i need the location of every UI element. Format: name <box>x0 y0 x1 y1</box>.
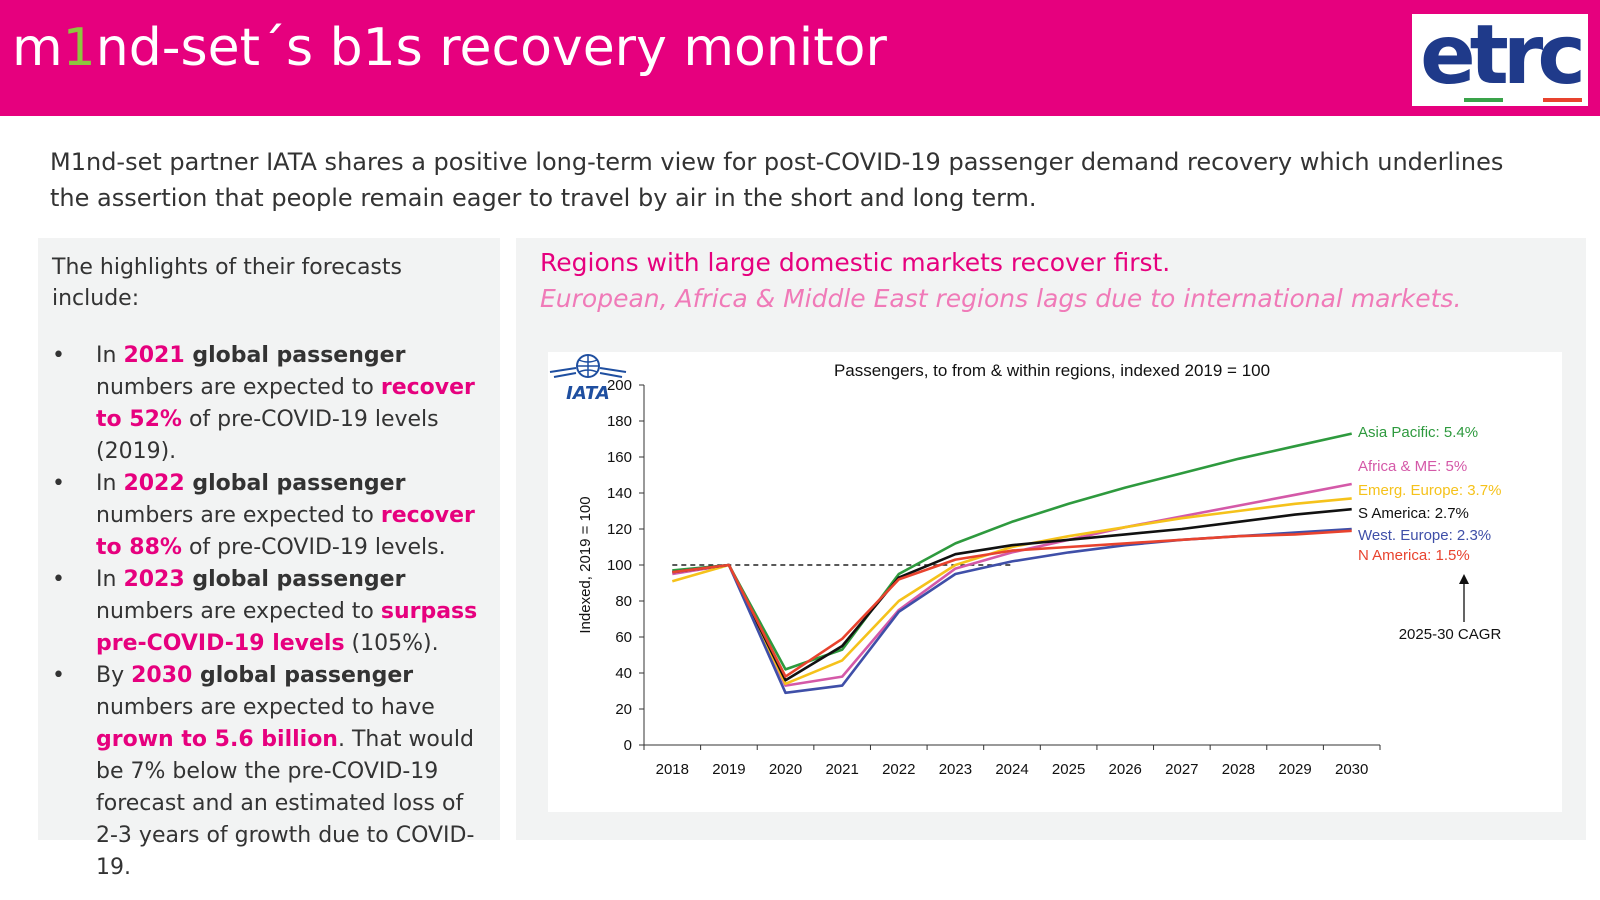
x-tick-label: 2028 <box>1222 761 1255 778</box>
x-tick-label: 2024 <box>995 761 1028 778</box>
highlight-text: global passenger <box>192 663 414 688</box>
legend-label: Emerg. Europe: 3.7% <box>1358 482 1501 499</box>
y-tick-label: 140 <box>607 485 632 502</box>
series-line <box>672 529 1352 678</box>
series-line <box>672 482 1352 687</box>
annotation-arrowhead <box>1459 574 1469 584</box>
x-tick-label: 2022 <box>882 761 915 778</box>
highlight-text: numbers are expected to <box>96 503 381 528</box>
series-line <box>672 507 1352 682</box>
highlight-item: • In 2023 global passenger numbers are ex… <box>52 564 492 660</box>
highlights-list: • In 2021 global passenger numbers are ex… <box>52 340 492 884</box>
highlight-text: grown to 5.6 billion <box>96 727 338 752</box>
intro-paragraph: M1nd-set partner IATA shares a positive … <box>50 148 1504 212</box>
highlight-item: • In 2022 global passenger numbers are ex… <box>52 468 492 564</box>
etrc-logo: etrc <box>1412 8 1588 106</box>
highlight-item: • By 2030 global passenger numbers are ex… <box>52 660 492 884</box>
highlight-text: In <box>96 343 124 368</box>
highlight-text: recover to 88% <box>96 503 475 560</box>
legend-label: S America: 2.7% <box>1358 505 1469 522</box>
highlight-text: 2022 <box>123 471 185 496</box>
legend-label: N America: 1.5% <box>1358 547 1470 564</box>
x-tick-label: 2021 <box>825 761 858 778</box>
y-tick-label: 200 <box>607 377 632 394</box>
cagr-annotation: 2025-30 CAGR <box>1399 626 1502 643</box>
header-banner: m1nd-set´s b1s recovery monitor etrc <box>0 0 1600 116</box>
x-tick-label: 2026 <box>1109 761 1142 778</box>
chart-title: Passengers, to from & within regions, in… <box>834 361 1270 380</box>
y-tick-label: 60 <box>615 629 632 646</box>
highlight-text: numbers are expected to <box>96 375 381 400</box>
x-tick-label: 2023 <box>939 761 972 778</box>
page-title: m1nd-set´s b1s recovery monitor <box>12 18 887 78</box>
iata-logo: IATA <box>549 354 627 404</box>
highlight-text: 2030 <box>131 663 193 688</box>
x-tick-label: 2027 <box>1165 761 1198 778</box>
series-line <box>672 432 1352 671</box>
logo-stripe <box>1464 98 1582 102</box>
y-tick-label: 20 <box>615 701 632 718</box>
highlight-text: global passenger <box>184 343 406 368</box>
x-tick-label: 2029 <box>1278 761 1311 778</box>
bullet-dot: • <box>52 567 65 592</box>
highlight-text: of pre-COVID-19 levels (2019). <box>96 407 439 464</box>
highlight-text: In <box>96 471 124 496</box>
legend-label: Asia Pacific: 5.4% <box>1358 424 1478 441</box>
highlights-panel: The highlights of their forecasts includ… <box>38 238 500 880</box>
highlight-text: numbers are expected to have <box>96 695 435 720</box>
highlight-text: By <box>96 663 132 688</box>
chart-panel: Regions with large domestic markets reco… <box>516 238 1586 840</box>
highlight-item: • In 2021 global passenger numbers are ex… <box>52 340 492 468</box>
logo-text: etrc <box>1420 8 1586 103</box>
highlight-text: global passenger <box>184 567 406 592</box>
highlight-text: numbers are expected to <box>96 599 381 624</box>
bullet-dot: • <box>52 471 65 496</box>
y-tick-label: 100 <box>607 557 632 574</box>
y-tick-label: 80 <box>615 593 632 610</box>
x-tick-label: 2030 <box>1335 761 1368 778</box>
y-tick-label: 180 <box>607 413 632 430</box>
highlight-text: In <box>96 567 124 592</box>
series-line <box>671 497 1352 686</box>
x-tick-label: 2018 <box>656 761 689 778</box>
x-tick-label: 2020 <box>769 761 802 778</box>
chart-area: Passengers, to from & within regions, in… <box>548 352 1562 812</box>
bullet-dot: • <box>52 663 65 688</box>
chart-panel-subtitle: European, Africa & Middle East regions l… <box>540 284 1462 313</box>
highlight-text: of pre-COVID-19 levels. <box>181 535 446 560</box>
highlight-text: global passenger <box>184 471 406 496</box>
y-axis-label: Indexed, 2019 = 100 <box>577 496 594 633</box>
highlight-text: 2021 <box>123 343 185 368</box>
highlight-text: (105%). <box>344 631 439 656</box>
y-tick-label: 40 <box>615 665 632 682</box>
bullet-dot: • <box>52 343 65 368</box>
x-tick-label: 2025 <box>1052 761 1085 778</box>
legend-label: Africa & ME: 5% <box>1358 458 1467 475</box>
y-tick-label: 0 <box>624 737 632 754</box>
chart-panel-title: Regions with large domestic markets reco… <box>540 248 1171 277</box>
y-tick-label: 120 <box>607 521 632 538</box>
highlight-text: recover to 52% <box>96 375 475 432</box>
highlight-text: surpass pre-COVID-19 levels <box>96 599 478 656</box>
highlight-text: . That would be 7% below the pre-COVID-1… <box>96 727 475 880</box>
line-chart: Passengers, to from & within regions, in… <box>577 361 1502 778</box>
highlight-text: 2023 <box>123 567 185 592</box>
legend-label: West. Europe: 2.3% <box>1358 527 1491 544</box>
x-tick-label: 2019 <box>712 761 745 778</box>
y-tick-label: 160 <box>607 449 632 466</box>
highlights-intro: The highlights of their forecasts includ… <box>52 255 402 311</box>
iata-label: IATA <box>566 383 610 404</box>
